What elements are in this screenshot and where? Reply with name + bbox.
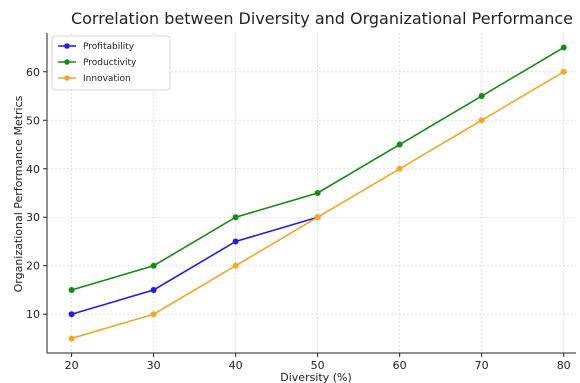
innovation-point [150, 311, 157, 318]
profitability-point [232, 238, 239, 245]
innovation-point [396, 165, 403, 172]
x-tick-label: 20 [65, 359, 79, 372]
legend: Profitability Productivity Innovation [51, 35, 171, 91]
y-tick-label: 20 [26, 260, 40, 273]
legend-box [51, 35, 171, 91]
legend-marker-productivity [64, 59, 70, 65]
x-tick-label: 40 [229, 359, 243, 372]
innovation-point [314, 214, 321, 221]
chart-title: Correlation between Diversity and Organi… [71, 9, 573, 28]
innovation-point [478, 117, 485, 124]
productivity-point [150, 262, 157, 269]
productivity-point [314, 190, 321, 196]
x-tick-label: 30 [147, 359, 161, 372]
series-profitability [68, 214, 321, 318]
x-axis-label: Diversity (%) [280, 371, 351, 383]
y-tick-label: 10 [26, 308, 40, 321]
innovation-point [232, 262, 239, 269]
profitability-point [68, 311, 75, 318]
profitability-point [150, 286, 157, 293]
y-tick-label: 60 [26, 66, 40, 79]
legend-marker-innovation [64, 75, 70, 81]
productivity-point [68, 286, 75, 293]
legend-label-productivity: Productivity [83, 58, 137, 68]
legend-marker-profitability [64, 43, 70, 49]
innovation-point [560, 68, 567, 75]
series-productivity [68, 44, 567, 293]
x-tick-label: 80 [557, 359, 571, 372]
series-layer [68, 44, 567, 342]
legend-label-innovation: Innovation [83, 74, 131, 84]
legend-label-profitability: Profitability [83, 42, 135, 52]
productivity-point [478, 93, 485, 100]
y-tick-label: 50 [26, 114, 40, 127]
profitability-line [71, 216, 318, 315]
productivity-point [232, 214, 239, 221]
y-axis-label: Organizational Performance Metrics [12, 95, 25, 292]
x-tick-label: 60 [393, 359, 407, 372]
productivity-point [560, 44, 567, 51]
x-tick-label: 50 [311, 359, 325, 372]
series-innovation [68, 68, 567, 342]
productivity-point [396, 141, 403, 148]
y-tick-label: 30 [26, 211, 40, 224]
axes-layer: 20 30 40 50 60 70 80 10 20 30 40 50 60 [26, 33, 576, 372]
y-tick-label: 40 [26, 163, 40, 176]
innovation-point [68, 335, 75, 342]
x-tick-label: 70 [475, 359, 489, 372]
